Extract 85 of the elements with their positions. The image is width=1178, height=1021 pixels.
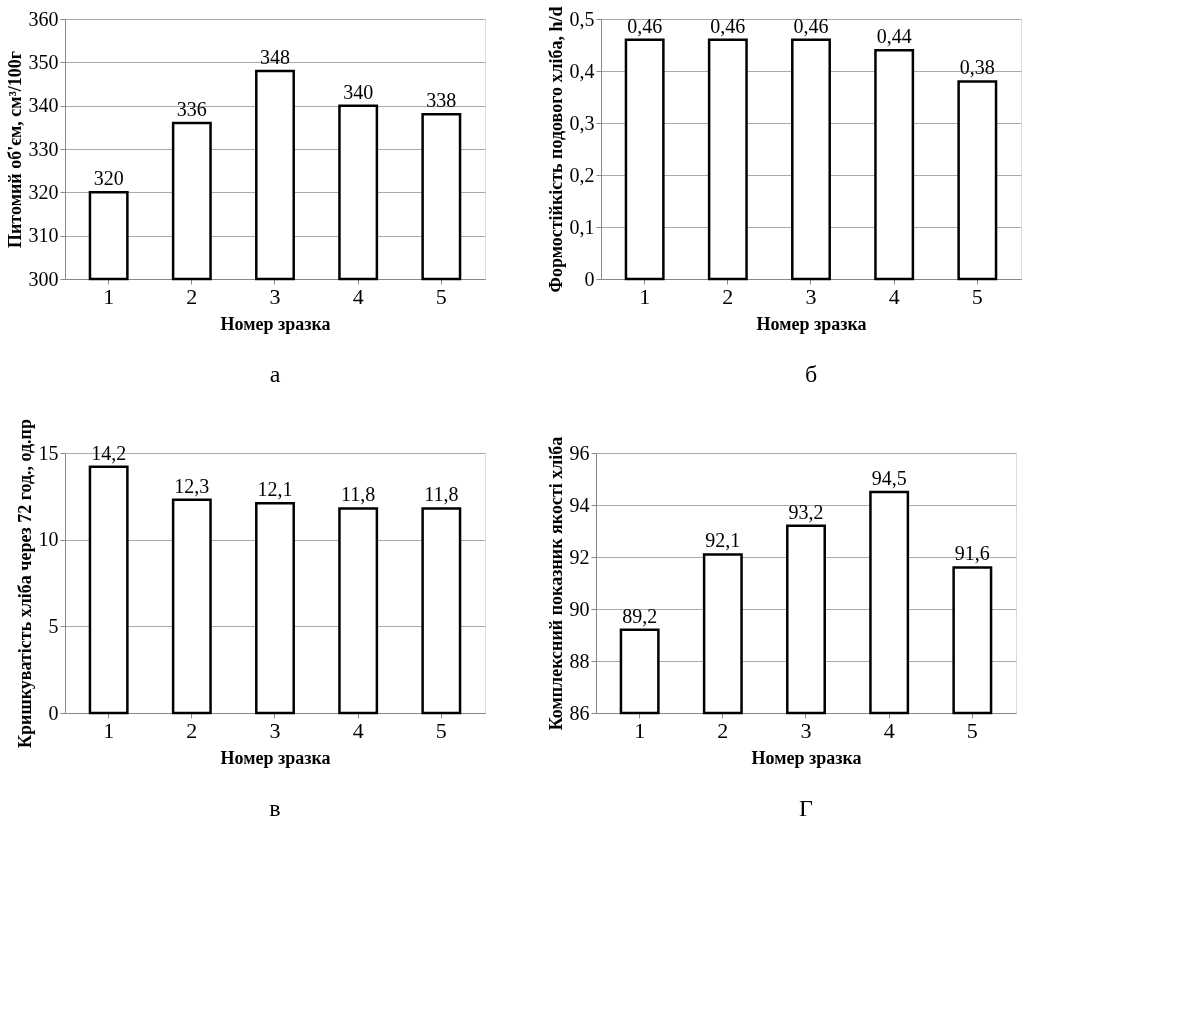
x-tick-label: 3 bbox=[805, 283, 817, 309]
bar bbox=[624, 38, 665, 281]
x-tick-label: 2 bbox=[186, 717, 198, 743]
data-label: 340 bbox=[343, 80, 374, 103]
y-tick-label: 310 bbox=[28, 224, 59, 247]
x-tick-label: 5 bbox=[966, 717, 978, 743]
x-tick-label: 4 bbox=[352, 717, 364, 743]
x-tick-label: 2 bbox=[186, 283, 198, 309]
x-tick-label: 4 bbox=[352, 283, 364, 309]
bar bbox=[707, 38, 748, 281]
bar bbox=[791, 38, 831, 281]
data-label: 11,8 bbox=[341, 483, 376, 506]
bar bbox=[171, 498, 212, 715]
data-label: 12,1 bbox=[257, 478, 293, 501]
y-tick-label: 360 bbox=[28, 7, 59, 30]
x-axis-title: Номер зразка bbox=[751, 747, 862, 768]
y-axis-title: Формостійкість подового хліба, h/d bbox=[545, 6, 566, 293]
bar bbox=[957, 80, 998, 281]
x-tick-label: 4 bbox=[888, 283, 900, 309]
data-label: 348 bbox=[260, 46, 290, 68]
data-label: 11,8 bbox=[424, 483, 459, 506]
x-tick-label: 5 bbox=[971, 283, 983, 309]
data-label: 91,6 bbox=[954, 542, 990, 565]
y-tick-label: 15 bbox=[38, 441, 59, 464]
data-label: 0,46 bbox=[793, 14, 829, 37]
x-tick-label: 3 bbox=[269, 283, 281, 309]
data-label: 94,5 bbox=[871, 467, 907, 489]
y-tick-label: 350 bbox=[28, 50, 59, 73]
y-tick-label: 0,3 bbox=[569, 111, 595, 134]
x-tick-label: 3 bbox=[800, 717, 812, 743]
x-tick-label: 2 bbox=[722, 283, 734, 309]
data-label: 338 bbox=[426, 89, 457, 112]
x-axis-title: Номер зразка bbox=[220, 313, 331, 334]
data-label: 92,1 bbox=[705, 529, 741, 552]
x-tick-label: 5 bbox=[435, 717, 447, 743]
y-tick-label: 86 bbox=[569, 701, 590, 724]
y-tick-label: 10 bbox=[38, 528, 59, 551]
y-axis-title: Питомий об'єм, см³/100г bbox=[4, 51, 25, 248]
y-tick-label: 0,1 bbox=[569, 215, 595, 238]
data-label: 89,2 bbox=[622, 604, 658, 627]
data-label: 14,2 bbox=[91, 441, 127, 464]
data-label: 0,38 bbox=[959, 56, 995, 79]
x-tick-label: 1 bbox=[103, 283, 115, 309]
bar bbox=[88, 465, 129, 715]
y-tick-label: 96 bbox=[569, 441, 590, 464]
y-tick-label: 0,4 bbox=[569, 59, 595, 82]
y-tick-label: 320 bbox=[28, 180, 59, 203]
y-axis-title: Кришкуватість хліба через 72 год., од.пр bbox=[14, 419, 35, 748]
y-tick-label: 5 bbox=[48, 614, 59, 637]
data-label: 0,44 bbox=[876, 25, 912, 48]
bar bbox=[421, 507, 462, 715]
x-tick-label: 4 bbox=[883, 717, 895, 743]
data-label: 12,3 bbox=[174, 474, 210, 497]
x-axis-title: Номер зразка bbox=[220, 747, 331, 768]
y-tick-label: 90 bbox=[569, 597, 590, 620]
data-label: 0,46 bbox=[627, 14, 663, 37]
y-tick-label: 94 bbox=[569, 493, 590, 516]
x-tick-label: 2 bbox=[717, 717, 729, 743]
text: б bbox=[804, 361, 818, 387]
bar bbox=[338, 507, 379, 715]
y-tick-label: 92 bbox=[569, 545, 590, 568]
data-label: 0,46 bbox=[710, 14, 746, 37]
y-tick-label: 340 bbox=[28, 94, 59, 117]
text: а bbox=[269, 361, 281, 387]
bar bbox=[255, 502, 295, 715]
y-tick-label: 0 bbox=[584, 267, 595, 290]
y-tick-label: 88 bbox=[569, 649, 590, 672]
x-tick-label: 3 bbox=[269, 717, 281, 743]
x-tick-label: 5 bbox=[435, 283, 447, 309]
x-axis-title: Номер зразка bbox=[756, 313, 867, 334]
y-tick-label: 0,2 bbox=[569, 163, 595, 186]
bar bbox=[874, 48, 915, 281]
y-tick-label: 330 bbox=[28, 137, 59, 160]
data-label: 336 bbox=[176, 98, 207, 120]
text: Г bbox=[799, 795, 814, 821]
x-tick-label: 1 bbox=[634, 717, 646, 743]
text: в bbox=[269, 795, 281, 821]
x-tick-label: 1 bbox=[103, 717, 115, 743]
data-label: 320 bbox=[93, 167, 124, 190]
x-tick-label: 1 bbox=[639, 283, 651, 309]
y-tick-label: 0,5 bbox=[569, 7, 595, 30]
y-axis-title: Комплексний показник якості хліба bbox=[545, 436, 566, 731]
data-label: 93,2 bbox=[788, 500, 824, 523]
y-tick-label: 0 bbox=[48, 701, 59, 724]
y-tick-label: 300 bbox=[28, 267, 59, 290]
